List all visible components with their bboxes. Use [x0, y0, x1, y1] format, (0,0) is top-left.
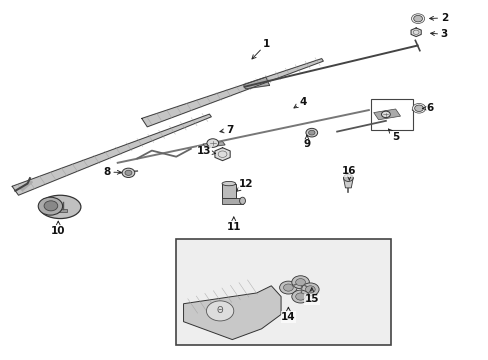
- Circle shape: [411, 14, 424, 23]
- Ellipse shape: [38, 197, 62, 215]
- Text: 12: 12: [236, 179, 253, 191]
- Circle shape: [279, 281, 297, 294]
- Text: 14: 14: [281, 307, 295, 322]
- Text: 9: 9: [303, 135, 310, 149]
- Text: 15: 15: [304, 288, 318, 304]
- Circle shape: [291, 290, 309, 303]
- Bar: [176, 239, 390, 345]
- Text: 3: 3: [430, 30, 447, 39]
- Text: 5: 5: [387, 129, 399, 142]
- Polygon shape: [203, 141, 224, 147]
- Circle shape: [295, 279, 305, 286]
- Circle shape: [413, 15, 422, 22]
- Circle shape: [44, 201, 58, 211]
- Text: Θ: Θ: [216, 306, 223, 315]
- Text: 2: 2: [429, 13, 447, 23]
- Polygon shape: [12, 114, 211, 195]
- Text: 7: 7: [220, 125, 233, 135]
- Circle shape: [305, 129, 317, 137]
- Polygon shape: [183, 286, 281, 339]
- Circle shape: [283, 284, 293, 291]
- Circle shape: [343, 174, 352, 181]
- Circle shape: [412, 103, 425, 113]
- Polygon shape: [222, 184, 235, 198]
- Circle shape: [308, 130, 314, 135]
- Polygon shape: [142, 59, 323, 127]
- Circle shape: [125, 170, 132, 175]
- Ellipse shape: [222, 181, 235, 186]
- Text: 6: 6: [422, 103, 432, 113]
- Bar: [370, 99, 412, 130]
- Text: 10: 10: [51, 221, 65, 236]
- Polygon shape: [215, 148, 230, 161]
- Circle shape: [305, 286, 315, 293]
- Polygon shape: [243, 77, 269, 89]
- Polygon shape: [373, 109, 400, 120]
- Polygon shape: [20, 181, 32, 190]
- Ellipse shape: [40, 195, 81, 219]
- Text: 16: 16: [342, 166, 356, 180]
- Circle shape: [381, 111, 389, 118]
- Polygon shape: [54, 209, 66, 212]
- Text: 4: 4: [293, 97, 306, 108]
- Polygon shape: [222, 198, 242, 204]
- Circle shape: [206, 301, 233, 321]
- Polygon shape: [410, 28, 420, 37]
- Polygon shape: [343, 178, 352, 188]
- Text: 11: 11: [226, 217, 241, 231]
- Circle shape: [291, 276, 309, 289]
- Circle shape: [295, 293, 305, 300]
- Circle shape: [301, 283, 319, 296]
- Text: 8: 8: [103, 167, 121, 177]
- Circle shape: [206, 139, 218, 147]
- Text: 1: 1: [251, 39, 269, 59]
- Ellipse shape: [239, 197, 245, 204]
- Text: 13: 13: [197, 146, 215, 156]
- Circle shape: [414, 105, 423, 112]
- Circle shape: [122, 168, 135, 177]
